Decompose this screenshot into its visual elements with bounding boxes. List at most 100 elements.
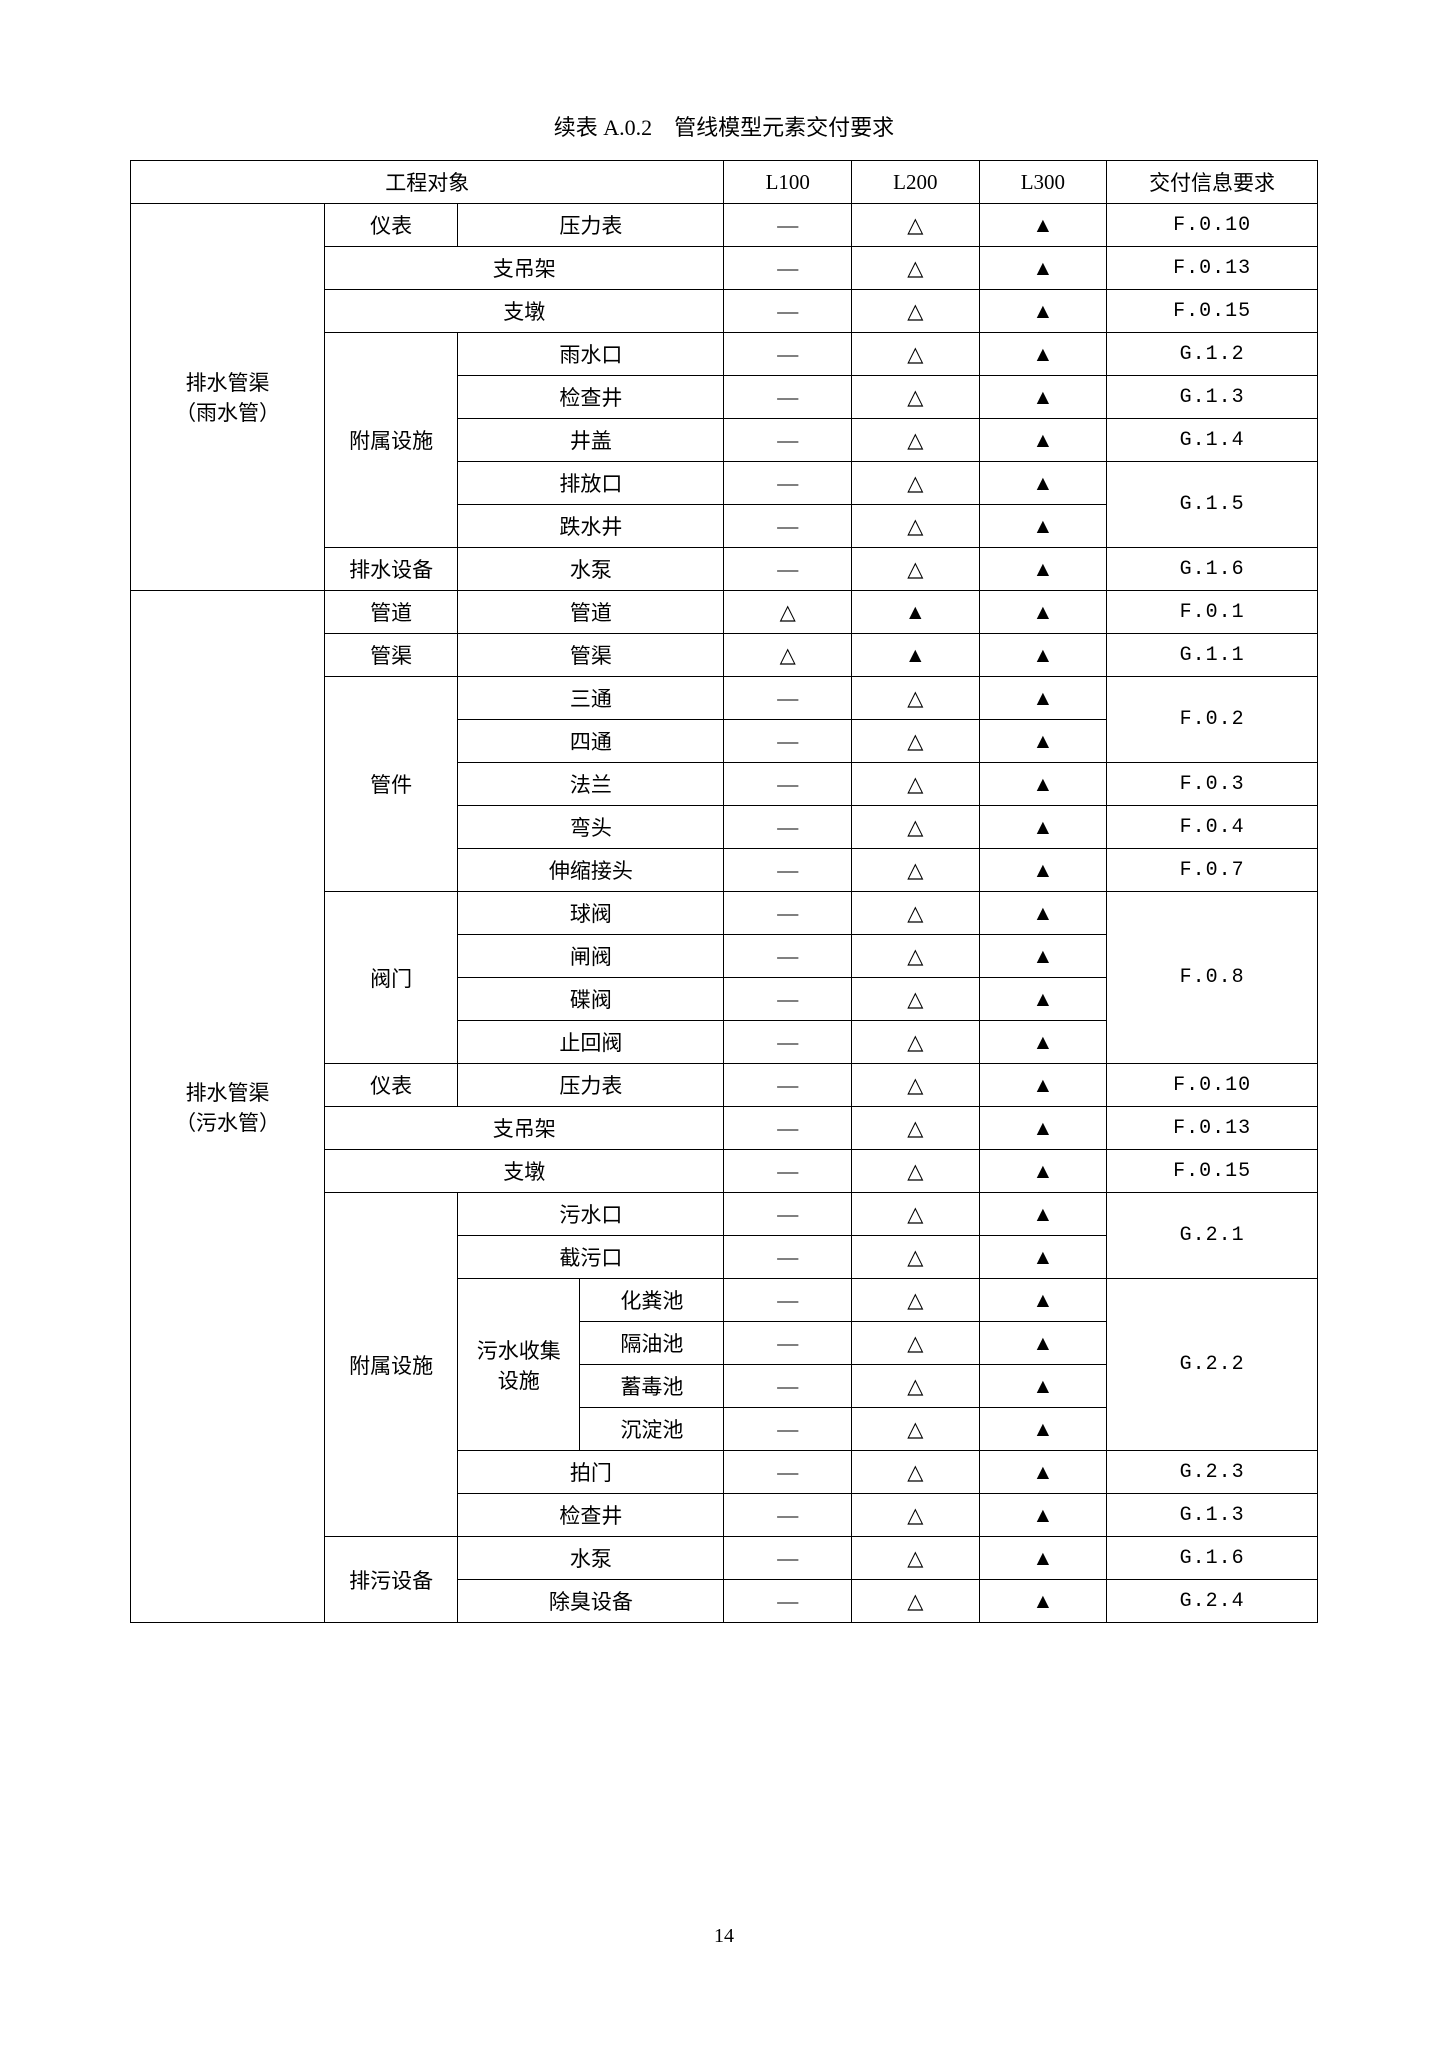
cell: ▲ bbox=[979, 591, 1107, 634]
cell: △ bbox=[852, 1279, 980, 1322]
cell: ▲ bbox=[979, 1236, 1107, 1279]
cell: G.2.2 bbox=[1107, 1279, 1318, 1451]
cell: ▲ bbox=[979, 806, 1107, 849]
cell: 隔油池 bbox=[580, 1322, 724, 1365]
cell: ▲ bbox=[979, 1322, 1107, 1365]
cell: △ bbox=[852, 376, 980, 419]
cell: — bbox=[724, 1279, 852, 1322]
cell: G.1.3 bbox=[1107, 1494, 1318, 1537]
cell: △ bbox=[852, 247, 980, 290]
cell: ▲ bbox=[979, 1408, 1107, 1451]
group-name: 排水管渠 （雨水管） bbox=[131, 204, 325, 591]
cell: △ bbox=[852, 1107, 980, 1150]
cell: △ bbox=[852, 1537, 980, 1580]
cell: ▲ bbox=[979, 763, 1107, 806]
cell: △ bbox=[852, 1236, 980, 1279]
cell: — bbox=[724, 1236, 852, 1279]
cell: 沉淀池 bbox=[580, 1408, 724, 1451]
cell: 伸缩接头 bbox=[458, 849, 724, 892]
cell: 截污口 bbox=[458, 1236, 724, 1279]
cell: — bbox=[724, 849, 852, 892]
cell: ▲ bbox=[979, 1365, 1107, 1408]
cell: ▲ bbox=[852, 591, 980, 634]
cell: 支吊架 bbox=[325, 1107, 724, 1150]
cell: — bbox=[724, 419, 852, 462]
cell: 井盖 bbox=[458, 419, 724, 462]
cell: 球阀 bbox=[458, 892, 724, 935]
cell: △ bbox=[852, 1408, 980, 1451]
cell: G.2.4 bbox=[1107, 1580, 1318, 1623]
cell: ▲ bbox=[979, 376, 1107, 419]
cell: ▲ bbox=[979, 849, 1107, 892]
header-l300: L300 bbox=[979, 161, 1107, 204]
cell: F.0.4 bbox=[1107, 806, 1318, 849]
cell: — bbox=[724, 1064, 852, 1107]
page-number: 14 bbox=[0, 1925, 1448, 1948]
cell: △ bbox=[724, 591, 852, 634]
cell: 压力表 bbox=[458, 204, 724, 247]
cell: 弯头 bbox=[458, 806, 724, 849]
cell: △ bbox=[852, 935, 980, 978]
cell: — bbox=[724, 290, 852, 333]
cell: ▲ bbox=[979, 1494, 1107, 1537]
cell: 仪表 bbox=[325, 1064, 458, 1107]
cell: F.0.7 bbox=[1107, 849, 1318, 892]
cell: F.0.2 bbox=[1107, 677, 1318, 763]
cell: F.0.3 bbox=[1107, 763, 1318, 806]
cell: F.0.10 bbox=[1107, 1064, 1318, 1107]
cell: ▲ bbox=[979, 1021, 1107, 1064]
cell: ▲ bbox=[852, 634, 980, 677]
cell: ▲ bbox=[979, 1150, 1107, 1193]
cell: ▲ bbox=[979, 1279, 1107, 1322]
cell: ▲ bbox=[979, 978, 1107, 1021]
cell: ▲ bbox=[979, 462, 1107, 505]
cell: 除臭设备 bbox=[458, 1580, 724, 1623]
cell: △ bbox=[852, 1021, 980, 1064]
cell: 拍门 bbox=[458, 1451, 724, 1494]
cell: — bbox=[724, 548, 852, 591]
cell: — bbox=[724, 1537, 852, 1580]
cell: ▲ bbox=[979, 634, 1107, 677]
cell: 排污设备 bbox=[325, 1537, 458, 1623]
cell: 仪表 bbox=[325, 204, 458, 247]
cell: △ bbox=[852, 978, 980, 1021]
cell: △ bbox=[852, 462, 980, 505]
cell: — bbox=[724, 505, 852, 548]
cell: 附属设施 bbox=[325, 1193, 458, 1537]
cell: 化粪池 bbox=[580, 1279, 724, 1322]
cell: 水泵 bbox=[458, 1537, 724, 1580]
cell: △ bbox=[852, 1365, 980, 1408]
cell: ▲ bbox=[979, 935, 1107, 978]
cell: ▲ bbox=[979, 892, 1107, 935]
cell: — bbox=[724, 1021, 852, 1064]
cell: 管渠 bbox=[458, 634, 724, 677]
cell: — bbox=[724, 1365, 852, 1408]
cell: 四通 bbox=[458, 720, 724, 763]
cell: 排放口 bbox=[458, 462, 724, 505]
cell: △ bbox=[852, 204, 980, 247]
cell: F.0.15 bbox=[1107, 290, 1318, 333]
cell: G.1.6 bbox=[1107, 1537, 1318, 1580]
cell: 三通 bbox=[458, 677, 724, 720]
cell: ▲ bbox=[979, 1193, 1107, 1236]
cell: ▲ bbox=[979, 1107, 1107, 1150]
cell: — bbox=[724, 462, 852, 505]
cell: 跌水井 bbox=[458, 505, 724, 548]
cell: — bbox=[724, 1322, 852, 1365]
cell: F.0.8 bbox=[1107, 892, 1318, 1064]
cell: G.2.1 bbox=[1107, 1193, 1318, 1279]
cell: 闸阀 bbox=[458, 935, 724, 978]
cell: 污水口 bbox=[458, 1193, 724, 1236]
cell: — bbox=[724, 247, 852, 290]
cell: G.1.4 bbox=[1107, 419, 1318, 462]
header-obj: 工程对象 bbox=[131, 161, 724, 204]
header-req: 交付信息要求 bbox=[1107, 161, 1318, 204]
cell: 阀门 bbox=[325, 892, 458, 1064]
cell: — bbox=[724, 677, 852, 720]
cell: — bbox=[724, 978, 852, 1021]
cell: — bbox=[724, 1408, 852, 1451]
cell: ▲ bbox=[979, 419, 1107, 462]
cell: F.0.15 bbox=[1107, 1150, 1318, 1193]
cell: ▲ bbox=[979, 290, 1107, 333]
cell: ▲ bbox=[979, 204, 1107, 247]
